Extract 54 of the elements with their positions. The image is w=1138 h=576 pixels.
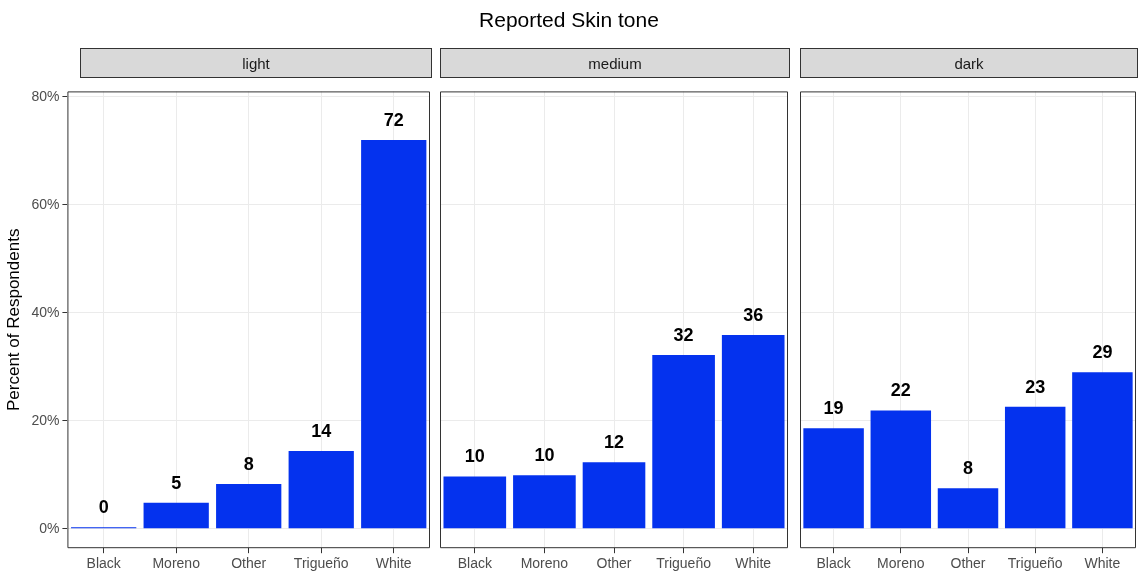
bar (361, 140, 427, 529)
bar (1004, 406, 1066, 529)
data-label: 29 (1092, 342, 1113, 363)
x-tick-label: Other (231, 555, 267, 572)
data-label: 23 (1025, 376, 1046, 397)
bar (721, 334, 785, 529)
x-tick-label: Other (596, 555, 632, 572)
x-tick-label: Moreno (520, 555, 569, 572)
bar (870, 410, 932, 529)
bar (288, 451, 354, 529)
x-tick-label: Moreno (152, 555, 201, 572)
x-tick-label: Other (950, 555, 986, 572)
y-tick-label: 40% (31, 303, 60, 320)
data-label: 72 (383, 109, 404, 130)
y-tick-label: 60% (31, 195, 60, 212)
chart-title: medium (440, 48, 790, 78)
data-label: 12 (603, 432, 625, 453)
data-label: 32 (673, 324, 694, 345)
data-label: 0 (98, 497, 109, 518)
x-tick-label: Trigueño (293, 555, 349, 572)
bar (143, 502, 209, 529)
data-label: 10 (534, 445, 555, 466)
y-tick-label: 0% (39, 519, 60, 536)
chart-title: dark (800, 48, 1138, 78)
x-tick-label: White (735, 555, 772, 572)
y-axis-title: Percent of Respondents (3, 228, 23, 411)
data-label: 36 (743, 304, 764, 325)
data-label: 8 (962, 458, 974, 479)
bar (582, 462, 646, 529)
text: Reported Skin tone (478, 8, 660, 32)
bar (803, 428, 864, 529)
bar (443, 476, 507, 529)
bar (513, 475, 576, 529)
data-label: 22 (890, 380, 911, 401)
x-tick-label: Black (457, 555, 493, 572)
data-label: 10 (464, 446, 485, 467)
x-tick-label: Black (86, 555, 122, 572)
y-tick-label: 80% (31, 87, 60, 104)
bar (937, 488, 999, 529)
bar (216, 483, 282, 529)
x-tick-label: Trigueño (656, 555, 712, 572)
y-tick-label: 20% (31, 411, 60, 428)
chart-title: light (80, 48, 432, 78)
x-tick-label: Trigueño (1007, 555, 1063, 572)
x-tick-label: Black (816, 555, 852, 572)
x-tick-label: Moreno (877, 555, 925, 572)
data-label: 5 (171, 472, 182, 493)
data-label: 19 (823, 398, 844, 419)
x-tick-label: White (1084, 555, 1121, 572)
data-label: 8 (243, 453, 254, 474)
bar (1072, 372, 1133, 529)
data-label: 14 (311, 420, 332, 441)
x-tick-label: White (375, 555, 412, 572)
bar (652, 354, 715, 529)
